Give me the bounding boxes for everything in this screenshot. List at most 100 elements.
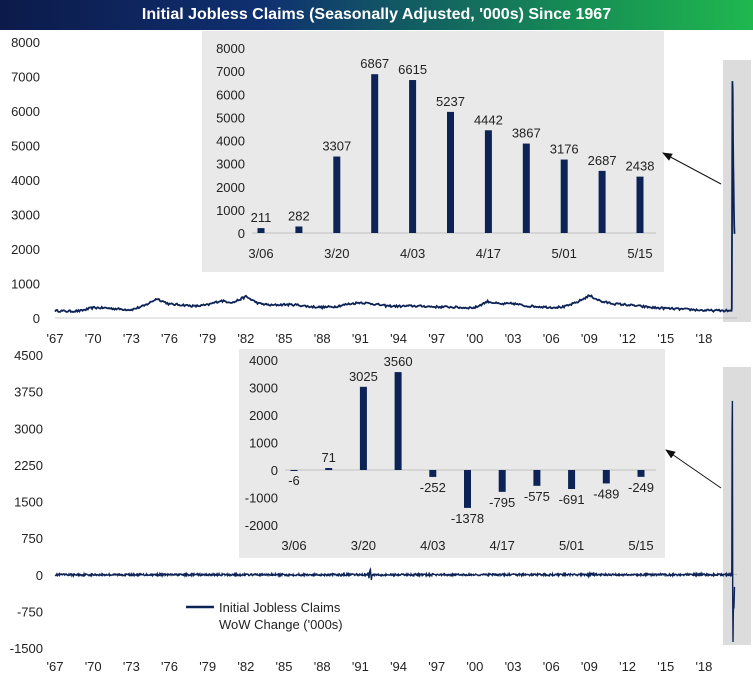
legend-label-line2: WoW Change ('000s) bbox=[219, 617, 343, 632]
inset-x-tick-label: 5/01 bbox=[552, 246, 577, 261]
inset-y-tick-label-2: 4000 bbox=[249, 353, 278, 368]
y-tick-label-2: 3000 bbox=[14, 421, 43, 436]
bar-data-label-2: -252 bbox=[420, 480, 446, 495]
inset-bar-2 bbox=[533, 470, 541, 486]
inset-bar bbox=[333, 156, 341, 233]
x-tick-label: '97 bbox=[428, 331, 445, 346]
bar-data-label-2: -691 bbox=[559, 492, 585, 507]
x-tick-label-2: '85 bbox=[276, 659, 293, 674]
x-tick-label-2: '97 bbox=[428, 659, 445, 674]
inset-x-tick-label: 3/06 bbox=[248, 246, 273, 261]
inset-bar-2 bbox=[568, 470, 576, 490]
y-tick-label-2: 2250 bbox=[14, 458, 43, 473]
y-tick-label: 1000 bbox=[11, 277, 40, 292]
inset-bar bbox=[598, 170, 606, 233]
inset-y-tick-label-2: 3000 bbox=[249, 381, 278, 396]
y-tick-label-2: 4500 bbox=[14, 348, 43, 363]
level-inset: 0 1000 2000 3000 4000 5000 6000 7000 8000 211 282 3… bbox=[202, 31, 664, 272]
x-tick-label-2: '91 bbox=[352, 659, 369, 674]
y-tick-label: 2000 bbox=[11, 242, 40, 257]
legend: Initial Jobless Claims WoW Change ('000s) bbox=[186, 600, 343, 632]
inset-bar bbox=[484, 130, 492, 233]
bar-data-label-2: -489 bbox=[593, 486, 619, 501]
bar-data-label: 2438 bbox=[626, 159, 655, 174]
y-tick-label: 5000 bbox=[11, 139, 40, 154]
inset-y-tick-label: 0 bbox=[238, 226, 245, 241]
inset-x-tick-label-2: 5/15 bbox=[628, 538, 653, 553]
inset-y-tick-label: 1000 bbox=[216, 203, 245, 218]
inset-x-tick-label: 3/20 bbox=[324, 246, 349, 261]
y-tick-label: 3000 bbox=[11, 208, 40, 223]
bar-data-label: 3867 bbox=[512, 126, 541, 141]
inset-bar-2 bbox=[394, 372, 402, 470]
bar-data-label: 4442 bbox=[474, 112, 503, 127]
inset-bar-2 bbox=[498, 470, 506, 492]
level-panel: 0 1000 2000 3000 4000 5000 6000 7000 8000 '67 '70 '… bbox=[11, 31, 751, 346]
level-pointer-arrow bbox=[662, 152, 722, 185]
y-tick-label: 7000 bbox=[11, 70, 40, 85]
inset-y-tick-label-2: 1000 bbox=[249, 436, 278, 451]
bar-data-label: 6615 bbox=[398, 62, 427, 77]
x-tick-label: '12 bbox=[619, 331, 636, 346]
x-tick-label: '91 bbox=[352, 331, 369, 346]
x-tick-label: '15 bbox=[657, 331, 674, 346]
inset-x-tick-label: 4/03 bbox=[400, 246, 425, 261]
legend-label-line1: Initial Jobless Claims bbox=[219, 600, 341, 615]
inset-bar-2 bbox=[602, 470, 610, 484]
inset-y-tick-label: 2000 bbox=[216, 180, 245, 195]
x-tick-label: '09 bbox=[581, 331, 598, 346]
recent-highlight-2 bbox=[723, 367, 751, 645]
inset-bar bbox=[409, 80, 417, 233]
inset-bar bbox=[295, 226, 303, 233]
bar-data-label-2: -6 bbox=[288, 473, 300, 488]
inset-bar-2 bbox=[429, 470, 437, 477]
y-tick-label-2: -1500 bbox=[10, 641, 43, 656]
recent-highlight bbox=[723, 60, 751, 322]
x-tick-label-2: '06 bbox=[543, 659, 560, 674]
inset-bar-2 bbox=[464, 470, 471, 508]
inset-y-tick-label: 3000 bbox=[216, 157, 245, 172]
x-tick-label: '67 bbox=[47, 331, 64, 346]
inset-bar bbox=[560, 159, 568, 233]
x-tick-label-2: '88 bbox=[314, 659, 331, 674]
wow-inset: -2000 -1000 0 1000 2000 3000 4000 -6 71 3025 3560 -… bbox=[239, 349, 665, 558]
inset-x-tick-label-2: 5/01 bbox=[559, 538, 584, 553]
bar-data-label-2: -249 bbox=[628, 480, 654, 495]
bar-data-label: 6867 bbox=[360, 56, 389, 71]
bar-data-label: 211 bbox=[251, 210, 272, 225]
x-tick-label-2: '09 bbox=[581, 659, 598, 674]
x-tick-label-2: '82 bbox=[237, 659, 254, 674]
inset-x-tick-label-2: 4/03 bbox=[420, 538, 445, 553]
inset-y-tick-label-2: 0 bbox=[271, 463, 278, 478]
x-tick-label: '85 bbox=[276, 331, 293, 346]
inset-x-tick-label-2: 4/17 bbox=[490, 538, 515, 553]
bar-data-label: 282 bbox=[288, 208, 310, 223]
bar-data-label: 5237 bbox=[436, 94, 465, 109]
inset-bar-2 bbox=[325, 468, 333, 470]
x-tick-label: '76 bbox=[161, 331, 178, 346]
y-tick-label: 8000 bbox=[11, 35, 40, 50]
x-tick-label-2: '79 bbox=[199, 659, 216, 674]
bar-data-label-2: 3560 bbox=[384, 354, 413, 369]
bar-data-label: 2687 bbox=[588, 153, 617, 168]
wow-panel: -1500 -750 0 750 1500 2250 3000 3750 4500 '67 '70 '… bbox=[10, 348, 751, 674]
inset-bar-2 bbox=[359, 386, 367, 470]
x-tick-label: '73 bbox=[123, 331, 140, 346]
inset-y-tick-label: 8000 bbox=[216, 41, 245, 56]
inset-x-tick-label-2: 3/20 bbox=[351, 538, 376, 553]
x-tick-label-2: '76 bbox=[161, 659, 178, 674]
x-tick-label: '79 bbox=[199, 331, 216, 346]
x-tick-label-2: '03 bbox=[505, 659, 522, 674]
x-tick-label-2: '67 bbox=[47, 659, 64, 674]
inset-x-tick-label-2: 3/06 bbox=[281, 538, 306, 553]
level-inset-bg bbox=[202, 31, 664, 272]
bar-data-label-2: 71 bbox=[321, 450, 335, 465]
inset-bar bbox=[257, 228, 265, 233]
inset-y-tick-label-2: 2000 bbox=[249, 408, 278, 423]
inset-y-tick-label-2: -2000 bbox=[245, 518, 278, 533]
x-tick-label-2: '00 bbox=[466, 659, 483, 674]
inset-y-tick-label: 5000 bbox=[216, 110, 245, 125]
inset-bar-2 bbox=[637, 470, 645, 477]
bar-data-label: 3307 bbox=[322, 139, 351, 154]
y-tick-label: 0 bbox=[33, 311, 40, 326]
